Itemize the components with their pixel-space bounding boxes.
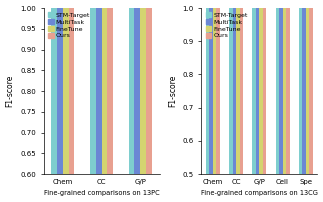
Bar xyxy=(90,0,96,174)
Bar xyxy=(253,0,256,174)
Bar xyxy=(302,0,306,174)
Bar xyxy=(51,0,57,174)
Bar xyxy=(279,0,283,174)
Bar xyxy=(236,0,240,174)
Bar xyxy=(63,0,69,174)
Bar xyxy=(206,0,210,174)
X-axis label: Fine-grained comparisons on 13CG: Fine-grained comparisons on 13CG xyxy=(201,190,318,196)
Bar xyxy=(299,0,302,174)
Bar xyxy=(101,0,107,174)
Bar xyxy=(283,0,286,174)
Bar xyxy=(134,0,140,174)
Bar xyxy=(57,0,63,174)
Bar xyxy=(240,0,243,174)
Bar xyxy=(210,0,213,174)
Bar xyxy=(233,0,236,174)
Bar xyxy=(276,0,279,174)
Legend: STM-Target, MultiTask, FineTune, Ours: STM-Target, MultiTask, FineTune, Ours xyxy=(47,11,91,40)
Bar xyxy=(229,0,233,174)
Bar xyxy=(96,0,101,174)
Y-axis label: F1-score: F1-score xyxy=(168,75,177,107)
Bar xyxy=(263,0,266,174)
Bar xyxy=(107,0,113,174)
Bar xyxy=(69,0,75,174)
Legend: STM-Target, MultiTask, FineTune, Ours: STM-Target, MultiTask, FineTune, Ours xyxy=(204,11,249,40)
Bar xyxy=(259,0,263,174)
Bar xyxy=(129,0,134,174)
Bar xyxy=(140,0,146,174)
X-axis label: Fine-grained comparisons on 13PC: Fine-grained comparisons on 13PC xyxy=(44,190,160,196)
Bar xyxy=(256,0,259,174)
Bar xyxy=(309,0,313,174)
Bar xyxy=(146,0,152,174)
Bar xyxy=(213,0,216,174)
Bar xyxy=(216,0,220,174)
Bar xyxy=(306,0,309,174)
Y-axis label: F1-score: F1-score xyxy=(5,75,15,107)
Bar xyxy=(286,0,290,174)
